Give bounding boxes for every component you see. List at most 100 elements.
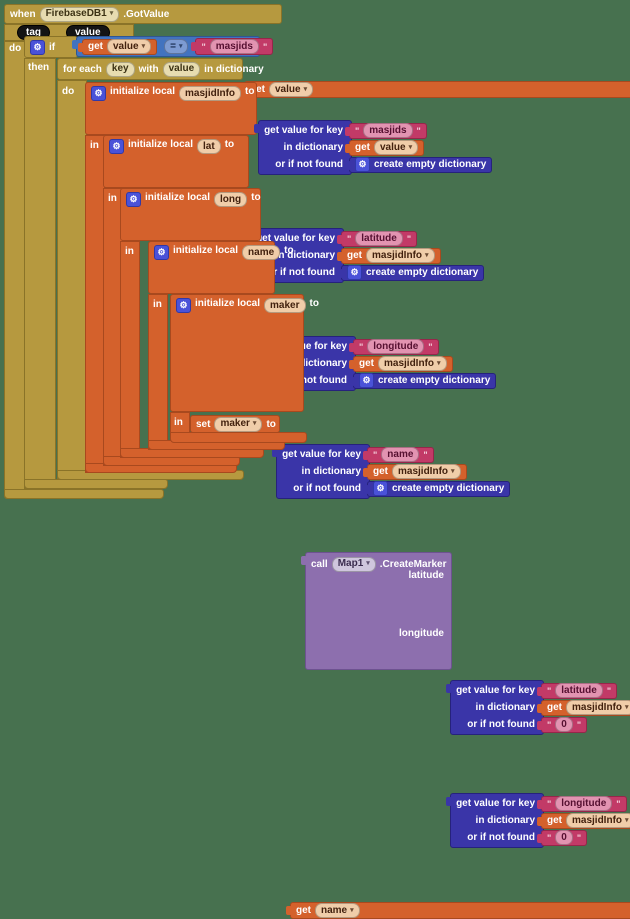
quote-mark: " — [355, 125, 360, 136]
text-value[interactable]: 0 — [555, 830, 573, 845]
init-maker-bottom[interactable] — [170, 432, 307, 443]
mutator-gear-icon[interactable]: ⚙ — [373, 481, 388, 496]
variable-name: masjidInfo — [572, 814, 623, 826]
init-local-name-block[interactable]: ⚙ initialize local name to — [148, 241, 294, 294]
text-string-block[interactable]: " masjids " — [191, 38, 274, 55]
operator-dropdown[interactable]: = ▾ — [164, 39, 189, 54]
get-value-for-key-block[interactable]: get value for key " masjids " in diction… — [254, 120, 493, 175]
text-value[interactable]: masjids — [209, 39, 259, 54]
if-block-spine[interactable] — [24, 58, 56, 489]
firebase-component-dropdown[interactable]: FirebaseDB1 ▾ — [39, 6, 120, 22]
row-label: in dictionary — [287, 358, 347, 369]
dict-get-variable-block[interactable]: get masjidInfo ▾ — [363, 463, 467, 480]
init-long-spine[interactable] — [120, 241, 140, 458]
mutator-gear-icon[interactable]: ⚙ — [359, 373, 374, 388]
to-keyword: to — [251, 192, 261, 203]
create-empty-dictionary-label: create empty dictionary — [392, 483, 505, 494]
fallback-text-block[interactable]: " 0 " — [536, 829, 588, 846]
map1-component-dropdown[interactable]: Map1 ▾ — [331, 556, 376, 572]
quote-mark: " — [406, 233, 412, 244]
local-name-field[interactable]: lat — [197, 139, 221, 154]
variable-dropdown[interactable]: masjidInfo ▾ — [366, 248, 435, 263]
init-local-lat-block[interactable]: ⚙ initialize local lat to — [103, 135, 249, 188]
dict-get-variable-block[interactable]: get value ▾ — [344, 139, 425, 156]
get-value-for-key-block[interactable]: get value for key " longitude " in dicti… — [446, 793, 630, 848]
foreach-key-param[interactable]: key — [105, 61, 135, 77]
init-local-masjidinfo-block[interactable]: ⚙ initialize local masjidInfo to — [85, 82, 257, 135]
init-local-long-block[interactable]: ⚙ initialize local long to — [120, 188, 261, 241]
variable-dropdown[interactable]: value ▾ — [374, 140, 419, 155]
init-name-spine[interactable] — [148, 294, 168, 450]
mutator-gear-icon[interactable]: ⚙ — [126, 192, 141, 207]
init-masjidinfo-spine[interactable] — [85, 135, 105, 473]
foreach-block-spine[interactable] — [57, 80, 87, 480]
if-block-bottom[interactable] — [24, 479, 168, 489]
foreach-dict-block-header[interactable]: for each key with value in dictionary — [57, 58, 264, 80]
variable-dropdown[interactable]: value ▾ — [107, 39, 152, 54]
variable-dropdown[interactable]: masjidInfo ▾ — [378, 356, 447, 371]
dict-key-text-block[interactable]: " latitude " — [536, 682, 618, 699]
equals-compare-block[interactable]: get value ▾ = ▾ " masjids " — [72, 36, 274, 57]
get-value-block[interactable]: get value ▾ — [77, 38, 158, 55]
text-value[interactable]: latitude — [355, 231, 403, 246]
init-local-keyword: initialize local — [110, 86, 176, 97]
get-keyword: get — [250, 84, 265, 95]
variable-dropdown[interactable]: masjidInfo ▾ — [392, 464, 461, 479]
create-empty-dictionary-block[interactable]: ⚙ create empty dictionary — [344, 156, 493, 173]
dict-get-variable-block[interactable]: get masjidInfo ▾ — [537, 812, 630, 829]
variable-dropdown[interactable]: masjidInfo ▾ — [566, 700, 630, 715]
when-block-bottom[interactable] — [4, 489, 164, 499]
set-maker-block[interactable]: set maker ▾ to — [190, 415, 280, 433]
dict-get-variable-block[interactable]: get masjidInfo ▾ — [537, 699, 630, 716]
create-empty-dictionary-block[interactable]: ⚙ create empty dictionary — [348, 372, 497, 389]
local-name-field[interactable]: maker — [264, 298, 306, 313]
fallback-text-block[interactable]: " 0 " — [536, 716, 588, 733]
if-block-header[interactable]: ⚙ if — [24, 36, 78, 58]
text-value[interactable]: masjids — [363, 123, 413, 138]
mutator-gear-icon[interactable]: ⚙ — [347, 265, 362, 280]
mutator-gear-icon[interactable]: ⚙ — [91, 86, 106, 101]
text-value[interactable]: 0 — [555, 717, 573, 732]
quote-mark: " — [201, 41, 206, 52]
dict-key-text-block[interactable]: " latitude " — [336, 230, 418, 247]
dict-key-text-block[interactable]: " longitude " — [349, 338, 439, 355]
text-value[interactable]: longitude — [555, 796, 613, 811]
text-value[interactable]: longitude — [367, 339, 425, 354]
get-value-for-key-block[interactable]: get value for key " latitude " in dictio… — [446, 680, 630, 735]
call-map1-createmarker-block[interactable]: call Map1 ▾ .CreateMarker latitude longi… — [301, 552, 452, 670]
dict-key-text-block[interactable]: " longitude " — [537, 795, 627, 812]
get-keyword: get — [355, 142, 370, 153]
local-name-field[interactable]: long — [214, 192, 248, 207]
quote-mark: " — [606, 685, 612, 696]
mutator-gear-icon[interactable]: ⚙ — [355, 157, 370, 172]
dict-get-variable-block[interactable]: get masjidInfo ▾ — [337, 247, 441, 264]
create-empty-dictionary-block[interactable]: ⚙ create empty dictionary — [336, 264, 485, 281]
dict-key-text-block[interactable]: " name " — [363, 446, 434, 463]
mutator-gear-icon[interactable]: ⚙ — [109, 139, 124, 154]
local-name-field[interactable]: name — [242, 245, 281, 260]
text-value[interactable]: name — [381, 447, 420, 462]
foreach-get-value-block[interactable]: get value ▾ — [240, 81, 630, 98]
get-value-for-key-block[interactable]: get value for key " name " in dictionary… — [272, 444, 511, 499]
variable-dropdown[interactable]: masjidInfo ▾ — [566, 813, 630, 828]
quote-mark: " — [423, 449, 428, 460]
dropdown-arrow-icon: ▾ — [625, 703, 629, 711]
row-label: get value for key — [456, 685, 535, 696]
foreach-value-param[interactable]: value — [162, 61, 201, 77]
variable-dropdown[interactable]: name ▾ — [315, 903, 360, 918]
mutator-gear-icon[interactable]: ⚙ — [176, 298, 191, 313]
variable-dropdown[interactable]: value ▾ — [269, 82, 314, 97]
in-label: in — [108, 193, 117, 204]
when-gotvalue-block[interactable]: when FirebaseDB1 ▾ .GotValue — [4, 4, 282, 24]
local-name-field[interactable]: masjidInfo — [179, 86, 242, 101]
set-variable-dropdown[interactable]: maker ▾ — [214, 416, 263, 432]
dict-get-variable-block[interactable]: get masjidInfo ▾ — [349, 355, 453, 372]
get-keyword: get — [373, 466, 388, 477]
create-empty-dictionary-block[interactable]: ⚙ create empty dictionary — [362, 480, 511, 497]
init-local-maker-block[interactable]: ⚙ initialize local maker to — [170, 294, 319, 412]
text-value[interactable]: latitude — [555, 683, 603, 698]
get-name-block[interactable]: get name ▾ — [286, 902, 630, 919]
mutator-gear-icon[interactable]: ⚙ — [154, 245, 169, 260]
if-mutator-gear-icon[interactable]: ⚙ — [30, 39, 45, 55]
dict-key-text-block[interactable]: " masjids " — [345, 122, 427, 139]
